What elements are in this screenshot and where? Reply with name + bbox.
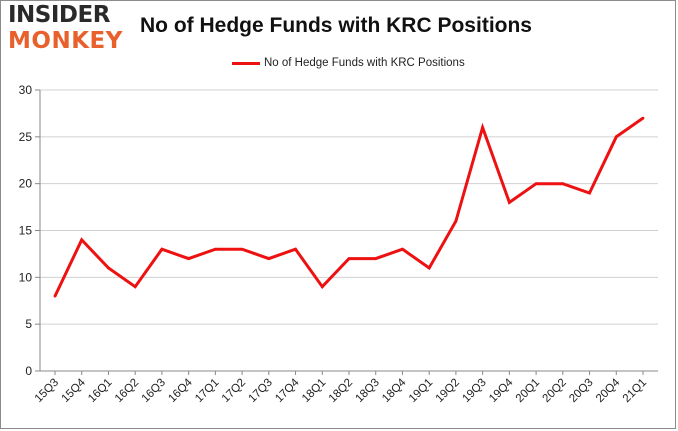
data-point: [187, 257, 191, 260]
x-tick-label: 18Q2: [327, 377, 355, 405]
x-tick-label: 17Q2: [220, 377, 248, 405]
x-tick-label: 19Q1: [407, 377, 435, 405]
data-point: [107, 266, 110, 270]
x-tick-label: 17Q1: [193, 377, 221, 405]
y-tick-label: 15: [19, 224, 33, 238]
chart-title: No of Hedge Funds with KRC Positions: [140, 14, 532, 37]
legend-label: No of Hedge Funds with KRC Positions: [264, 57, 465, 69]
logo-line-1: INSIDER: [8, 2, 110, 28]
x-tick-label: 16Q1: [86, 377, 114, 405]
y-tick-label: 5: [25, 317, 32, 331]
y-tick-label: 25: [19, 130, 33, 144]
x-tick-label: 17Q3: [247, 377, 275, 405]
y-tick-label: 10: [19, 270, 33, 284]
x-tick-label: 16Q4: [166, 376, 195, 405]
y-tick-label: 30: [19, 83, 33, 97]
insider-monkey-logo: INSIDER MONKEY: [8, 4, 126, 56]
data-point: [80, 238, 84, 242]
x-tick-label: 21Q1: [621, 377, 649, 405]
data-point: [267, 257, 271, 260]
y-tick-label: 20: [19, 177, 33, 191]
x-tick-label: 18Q3: [353, 377, 381, 405]
y-tick-label: 0: [25, 364, 32, 378]
data-point: [614, 135, 618, 139]
data-point: [320, 285, 324, 289]
data-point: [641, 116, 645, 120]
data-point: [240, 247, 244, 251]
x-tick-label: 20Q2: [541, 377, 569, 405]
x-tick-label: 19Q3: [460, 377, 488, 405]
x-tick-label: 20Q4: [594, 376, 623, 405]
x-tick-label: 15Q3: [33, 377, 61, 405]
legend-swatch: [232, 61, 260, 65]
data-point: [213, 247, 217, 251]
x-tick-label: 15Q4: [59, 376, 88, 405]
data-point: [507, 201, 511, 204]
series-line: [53, 116, 644, 297]
data-point: [561, 182, 565, 186]
data-point: [427, 266, 431, 270]
x-tick-label: 16Q2: [113, 377, 141, 405]
data-point: [374, 257, 378, 260]
data-point: [53, 294, 57, 298]
x-tick-label: 17Q4: [273, 376, 302, 405]
x-tick-label: 18Q1: [300, 377, 328, 405]
x-tick-label: 20Q3: [567, 377, 595, 405]
x-tick-label: 20Q1: [514, 377, 542, 405]
data-point: [347, 257, 351, 260]
data-point: [294, 247, 297, 251]
data-point: [401, 247, 404, 251]
data-point: [534, 182, 538, 186]
x-tick-label: 19Q2: [434, 377, 462, 405]
data-point: [481, 126, 485, 129]
data-point: [454, 219, 458, 223]
x-tick-label: 18Q4: [380, 376, 409, 405]
data-point: [588, 191, 591, 195]
logo-line-2: MONKEY: [8, 28, 123, 54]
data-point: [160, 247, 164, 251]
x-tick-label: 19Q4: [487, 376, 516, 405]
data-point: [133, 285, 137, 289]
x-tick-label: 16Q3: [140, 377, 168, 405]
chart-legend: No of Hedge Funds with KRC Positions: [232, 55, 465, 71]
